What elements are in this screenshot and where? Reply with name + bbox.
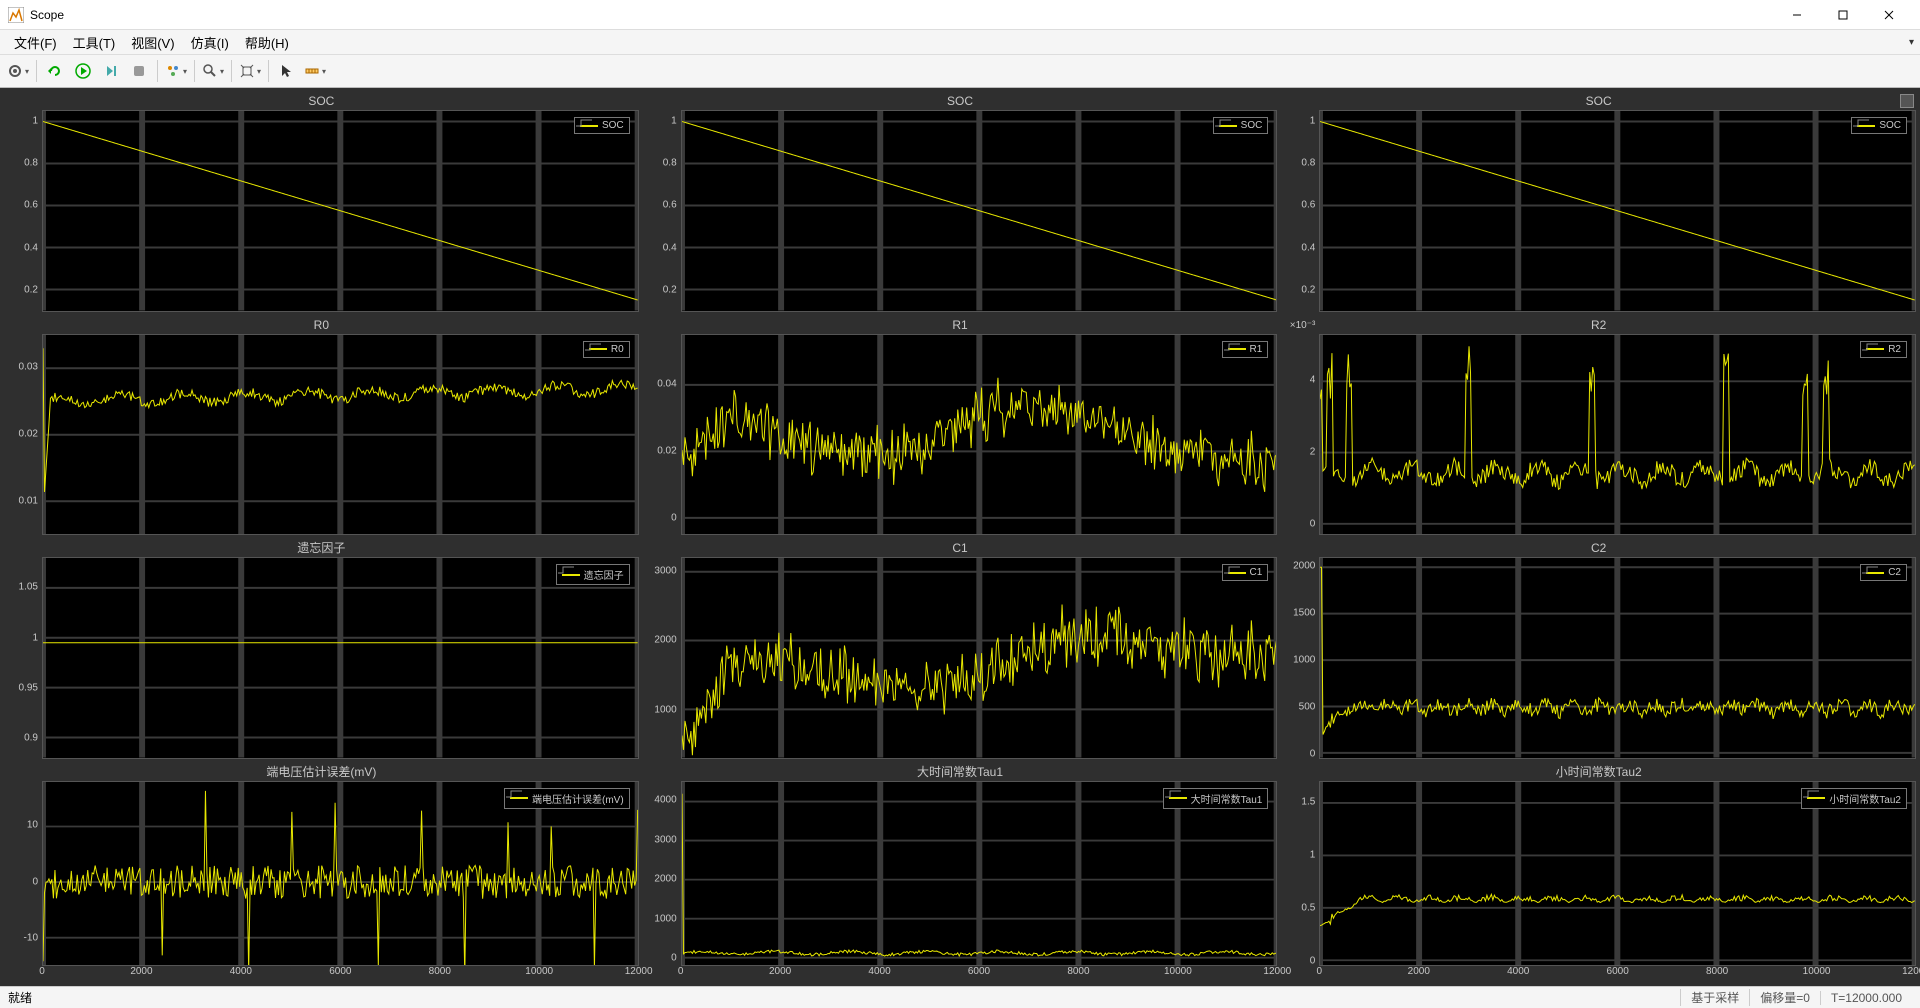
panel-title: 小时间常数Tau2 [1281, 763, 1916, 781]
measure-button[interactable] [302, 58, 328, 84]
dock-icon[interactable] [1900, 94, 1914, 108]
status-ready: 就绪 [8, 989, 32, 1006]
plot[interactable]: SOC [1319, 110, 1916, 312]
maximize-button[interactable] [1820, 0, 1866, 30]
legend: 小时间常数Tau2 [1801, 788, 1907, 809]
panel-title: R1 [643, 316, 1278, 334]
y-axis: 0500100015002000 [1281, 557, 1319, 759]
menu-help[interactable]: 帮助(H) [237, 31, 297, 54]
menu-file[interactable]: 文件(F) [6, 31, 65, 54]
statusbar: 就绪 基于采样 偏移量=0 T=12000.000 [0, 986, 1920, 1008]
legend: SOC [574, 117, 630, 134]
plot[interactable]: SOC [681, 110, 1278, 312]
panel-title: 大时间常数Tau1 [643, 763, 1278, 781]
panel-r0: R00.010.020.03R0 [4, 316, 639, 536]
panel-soc3: SOC0.20.40.60.81SOC [1281, 92, 1916, 312]
legend: R0 [583, 341, 630, 358]
panel-title: 遗忘因子 [4, 539, 639, 557]
minimize-button[interactable] [1774, 0, 1820, 30]
legend: SOC [1851, 117, 1907, 134]
legend: C2 [1860, 564, 1907, 581]
panel-title: R2 [1281, 316, 1916, 334]
zoom-button[interactable] [200, 58, 226, 84]
plot[interactable]: R0 [42, 334, 639, 536]
panel-title: R0 [4, 316, 639, 334]
panel-tau2: 小时间常数Tau200.511.5小时间常数Tau202000400060008… [1281, 763, 1916, 983]
panel-soc1: SOC0.20.40.60.81SOC [4, 92, 639, 312]
panel-tau1: 大时间常数Tau101000200030004000大时间常数Tau102000… [643, 763, 1278, 983]
panel-c1: C1100020003000C1 [643, 539, 1278, 759]
cursor-button[interactable] [274, 58, 300, 84]
triggers-button[interactable] [163, 58, 189, 84]
y-axis: ×10⁻³024 [1281, 334, 1319, 536]
panel-r1: R100.020.04R1 [643, 316, 1278, 536]
plot[interactable]: SOC [42, 110, 639, 312]
legend: SOC [1213, 117, 1269, 134]
panel-title: SOC [1281, 92, 1916, 110]
panel-c2: C20500100015002000C2 [1281, 539, 1916, 759]
toolbar [0, 54, 1920, 88]
y-axis: 0.010.020.03 [4, 334, 42, 536]
panel-title: 端电压估计误差(mV) [4, 763, 639, 781]
y-axis: 0.20.40.60.81 [1281, 110, 1319, 312]
close-button[interactable] [1866, 0, 1912, 30]
panel-r2: R2×10⁻³024R2 [1281, 316, 1916, 536]
legend: 大时间常数Tau1 [1163, 788, 1269, 809]
menubar: 文件(F) 工具(T) 视图(V) 仿真(I) 帮助(H) ▾ [0, 30, 1920, 54]
y-axis: 0.90.9511.05 [4, 557, 42, 759]
y-axis: 100020003000 [643, 557, 681, 759]
panel-soc2: SOC0.20.40.60.81SOC [643, 92, 1278, 312]
menu-overflow-icon[interactable]: ▾ [1909, 37, 1914, 48]
legend: R2 [1860, 341, 1907, 358]
plot[interactable]: R1 [681, 334, 1278, 536]
status-sampling: 基于采样 [1680, 989, 1749, 1006]
scope-area: SOC0.20.40.60.81SOCSOC0.20.40.60.81SOCSO… [0, 88, 1920, 986]
status-time: T=12000.000 [1820, 991, 1912, 1005]
restart-button[interactable] [42, 58, 68, 84]
step-button[interactable] [98, 58, 124, 84]
panel-title: C1 [643, 539, 1278, 557]
plot[interactable]: 端电压估计误差(mV) [42, 781, 639, 967]
menu-tools[interactable]: 工具(T) [65, 31, 124, 54]
legend: R1 [1222, 341, 1269, 358]
x-axis: 020004000600080001000012000 [643, 966, 1278, 982]
status-offset: 偏移量=0 [1749, 989, 1820, 1006]
y-axis: 01000200030004000 [643, 781, 681, 967]
panel-ff: 遗忘因子0.90.9511.05遗忘因子 [4, 539, 639, 759]
y-axis: 00.020.04 [643, 334, 681, 536]
plot[interactable]: 大时间常数Tau1 [681, 781, 1278, 967]
play-button[interactable] [70, 58, 96, 84]
app-icon [8, 7, 24, 23]
x-axis: 020004000600080001000012000 [4, 966, 639, 982]
y-axis: 0.20.40.60.81 [4, 110, 42, 312]
panel-verr: 端电压估计误差(mV)-10010端电压估计误差(mV)020004000600… [4, 763, 639, 983]
autoscale-button[interactable] [237, 58, 263, 84]
plot[interactable]: C2 [1319, 557, 1916, 759]
panel-title: SOC [643, 92, 1278, 110]
window-title: Scope [30, 8, 64, 22]
config-button[interactable] [5, 58, 31, 84]
plot[interactable]: C1 [681, 557, 1278, 759]
legend: 遗忘因子 [556, 564, 630, 585]
x-axis: 020004000600080001000012000 [1281, 966, 1916, 982]
panel-title: SOC [4, 92, 639, 110]
menu-view[interactable]: 视图(V) [123, 31, 182, 54]
y-axis: -10010 [4, 781, 42, 967]
plot[interactable]: 遗忘因子 [42, 557, 639, 759]
stop-button[interactable] [126, 58, 152, 84]
y-axis: 0.20.40.60.81 [643, 110, 681, 312]
titlebar: Scope [0, 0, 1920, 30]
plot[interactable]: 小时间常数Tau2 [1319, 781, 1916, 967]
legend: 端电压估计误差(mV) [504, 788, 630, 809]
plot[interactable]: R2 [1319, 334, 1916, 536]
panel-title: C2 [1281, 539, 1916, 557]
menu-sim[interactable]: 仿真(I) [183, 31, 237, 54]
y-axis: 00.511.5 [1281, 781, 1319, 967]
legend: C1 [1222, 564, 1269, 581]
